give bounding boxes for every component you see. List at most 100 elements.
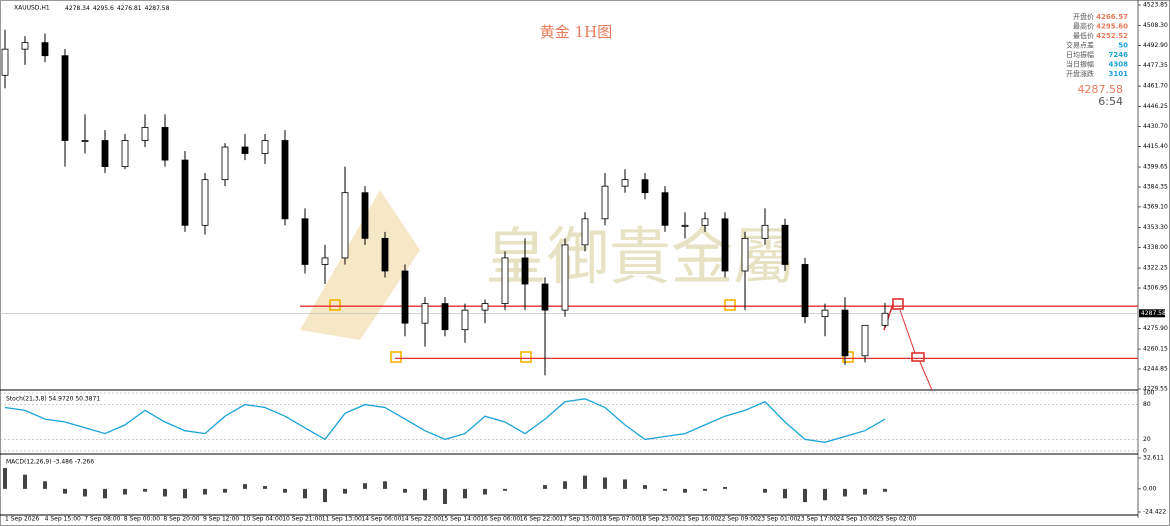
macd-bar (303, 488, 307, 499)
x-tick-label: 18 Sep 07:00 (599, 516, 639, 523)
macd-bar (23, 474, 27, 489)
header-value: 4278.34 (65, 5, 90, 12)
y-tick-label: 4229.55 (1143, 386, 1168, 393)
x-tick-label: 10 Sep 04:00 (243, 516, 283, 523)
candle-body (301, 218, 309, 265)
y-tick-label: 4492.90 (1143, 42, 1168, 49)
candle-body (761, 224, 769, 239)
stoch-label: Stoch(21,3,8) 54.9720 50.3871 (6, 396, 100, 403)
x-tick-label: 18 Sep 23:00 (639, 516, 679, 523)
candle-body (881, 312, 889, 326)
price-box-label: 4287.58 (1141, 310, 1166, 317)
macd-bar (3, 468, 7, 489)
candle-body (61, 55, 69, 141)
header-value: 4287.58 (145, 5, 170, 12)
candle-body (621, 179, 629, 187)
candle-body (101, 140, 109, 167)
x-tick-label: 17 Sep 15:00 (559, 516, 599, 523)
x-tick-label: 23 Sep 17:00 (797, 516, 837, 523)
macd-bar (283, 488, 287, 493)
macd-bar (503, 488, 507, 491)
macd-bar (583, 475, 587, 489)
macd-bar (103, 488, 107, 499)
candle-body (801, 264, 809, 318)
candle-body (821, 309, 829, 318)
y-tick-label: 4430.70 (1143, 123, 1168, 130)
y-tick-label: 4275.90 (1143, 325, 1168, 332)
candle-body (201, 179, 209, 226)
info-value: 50 (1118, 42, 1128, 50)
candle-body (641, 179, 649, 194)
candle-body (81, 140, 89, 142)
last-price: 4287.58 (1078, 83, 1124, 96)
arrow (899, 309, 916, 354)
candle-body (141, 127, 149, 141)
candle-body (121, 140, 129, 167)
macd-bar (643, 485, 647, 489)
x-tick-label: 4 Sep 15:00 (45, 516, 81, 523)
candle-body (461, 309, 469, 331)
marker (520, 351, 532, 363)
price-box (1139, 309, 1165, 318)
macd-bar (543, 485, 547, 489)
macd-bar (123, 488, 127, 495)
candle-body (561, 244, 569, 311)
y-tick-label: 4523.85 (1143, 2, 1168, 9)
macd-bar (83, 488, 87, 497)
header-values: 4278.34 4295.6 4276.81 4287.58 (65, 5, 170, 12)
macd-bar (883, 488, 887, 492)
x-tick-label: 11 Sep 13:00 (322, 516, 362, 523)
y-tick-label: 4477.35 (1143, 62, 1168, 69)
x-tick-label: 8 Sep 00:00 (124, 516, 160, 523)
marker (329, 299, 341, 311)
macd-bar (803, 488, 807, 503)
macd-bar (383, 481, 387, 489)
macd-bar (563, 481, 567, 489)
annotations (329, 298, 933, 391)
header-value: 4276.81 (117, 5, 142, 12)
macd-bar (183, 488, 187, 499)
countdown: 6:54 (1098, 95, 1123, 108)
x-tick-label: 10 Sep 21:00 (282, 516, 322, 523)
macd-bar (623, 479, 627, 489)
x-tick-label: 14 Sep 06:00 (361, 516, 401, 523)
x-tick-label: 14 Sep 22:00 (401, 516, 441, 523)
y-tick-label: 0.00 (1143, 485, 1157, 492)
candle-body (601, 185, 609, 220)
macd-bar (823, 488, 827, 501)
candle-body (381, 237, 389, 272)
x-tick-label: 23 Sep 01:00 (757, 516, 797, 523)
x-tick-label: 9 Sep 12:00 (203, 516, 239, 523)
candle-body (341, 192, 349, 259)
info-value: 4295.60 (1096, 23, 1128, 31)
info-value: 3101 (1109, 70, 1129, 78)
candle-body (181, 159, 189, 226)
macd-bar (783, 488, 787, 499)
candle-body (21, 42, 29, 50)
y-tick-label: 4306.95 (1143, 285, 1168, 292)
marker (390, 351, 402, 363)
y-tick-label: 4369.10 (1143, 203, 1168, 210)
y-tick-label: 4322.25 (1143, 265, 1168, 272)
candle-body (681, 224, 689, 227)
macd-bar (223, 488, 227, 493)
y-tick-label: 80 (1143, 401, 1151, 408)
stoch-line (4, 398, 886, 443)
macd-bar (423, 488, 427, 501)
macd-bar (703, 488, 707, 491)
y-tick-label: 20 (1143, 436, 1151, 443)
x-tick-label: 24 Sep 10:00 (837, 516, 877, 523)
x-tick-label: 7 Sep 08:00 (84, 516, 120, 523)
macd-bar (43, 481, 47, 489)
candle-body (741, 237, 749, 272)
y-tick-label: 4384.35 (1143, 184, 1168, 191)
info-value: 7246 (1109, 51, 1129, 59)
marker (724, 299, 736, 311)
macd-bar (203, 488, 207, 495)
y-tick-label: 4415.40 (1143, 143, 1168, 150)
candle-body (781, 224, 789, 265)
y-tick-label: 32.611 (1143, 455, 1164, 462)
x-tick-label: 16 Sep 06:00 (480, 516, 520, 523)
candle-body (401, 270, 409, 324)
candle-body (361, 192, 369, 239)
